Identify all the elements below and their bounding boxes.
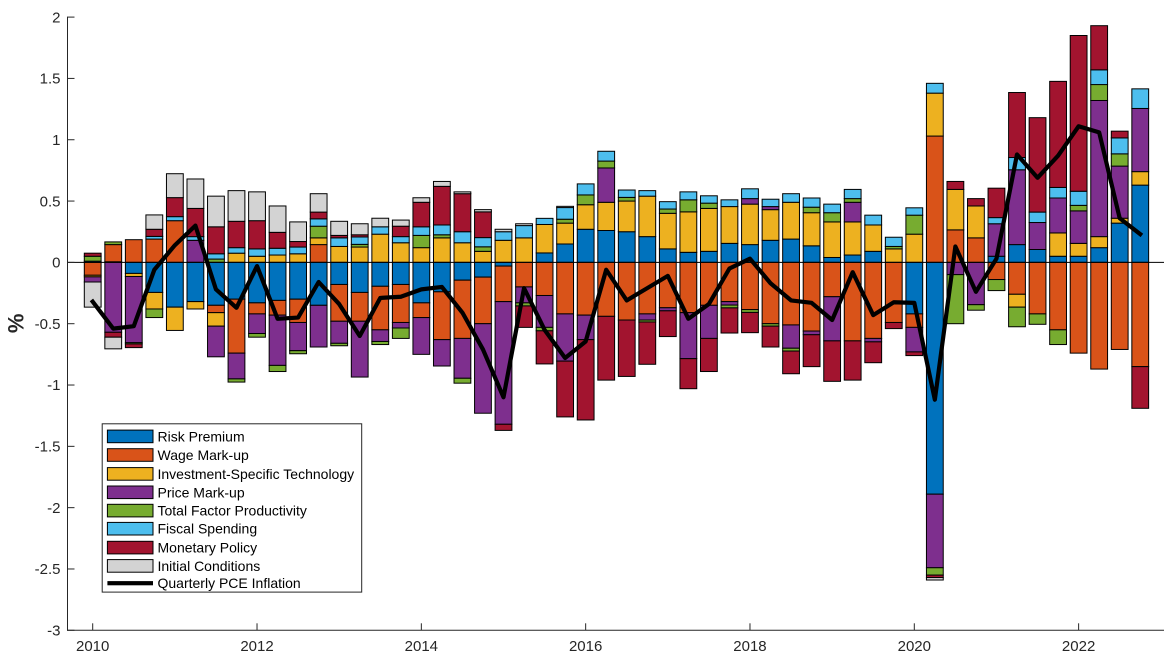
svg-text:1.5: 1.5 — [40, 71, 61, 88]
svg-text:0.5: 0.5 — [40, 193, 61, 210]
svg-text:Initial Conditions: Initial Conditions — [158, 558, 261, 574]
svg-text:2020: 2020 — [898, 638, 931, 655]
svg-text:-3: -3 — [47, 623, 60, 640]
svg-text:2016: 2016 — [569, 638, 602, 655]
svg-text:2018: 2018 — [733, 638, 766, 655]
svg-text:Risk Premium: Risk Premium — [158, 428, 245, 444]
svg-text:Investment-Specific Technology: Investment-Specific Technology — [158, 466, 355, 482]
svg-text:-2: -2 — [47, 500, 60, 517]
svg-text:2014: 2014 — [405, 638, 438, 655]
svg-text:%: % — [4, 314, 29, 334]
svg-text:2: 2 — [52, 9, 60, 26]
svg-text:-1: -1 — [47, 377, 60, 394]
svg-text:1: 1 — [52, 132, 60, 149]
svg-text:Wage Mark-up: Wage Mark-up — [158, 447, 250, 463]
svg-text:-2.5: -2.5 — [35, 561, 61, 578]
svg-text:-1.5: -1.5 — [35, 439, 61, 456]
svg-text:Price Mark-up: Price Mark-up — [158, 484, 245, 500]
svg-text:Fiscal Spending: Fiscal Spending — [158, 521, 258, 537]
svg-text:0: 0 — [52, 255, 60, 272]
svg-text:2012: 2012 — [240, 638, 273, 655]
svg-text:2010: 2010 — [76, 638, 109, 655]
svg-text:2022: 2022 — [1062, 638, 1095, 655]
svg-text:-0.5: -0.5 — [35, 316, 61, 333]
svg-text:Monetary Policy: Monetary Policy — [158, 540, 258, 556]
svg-text:Quarterly PCE Inflation: Quarterly PCE Inflation — [158, 575, 301, 591]
svg-text:Total Factor Productivity: Total Factor Productivity — [158, 503, 307, 519]
